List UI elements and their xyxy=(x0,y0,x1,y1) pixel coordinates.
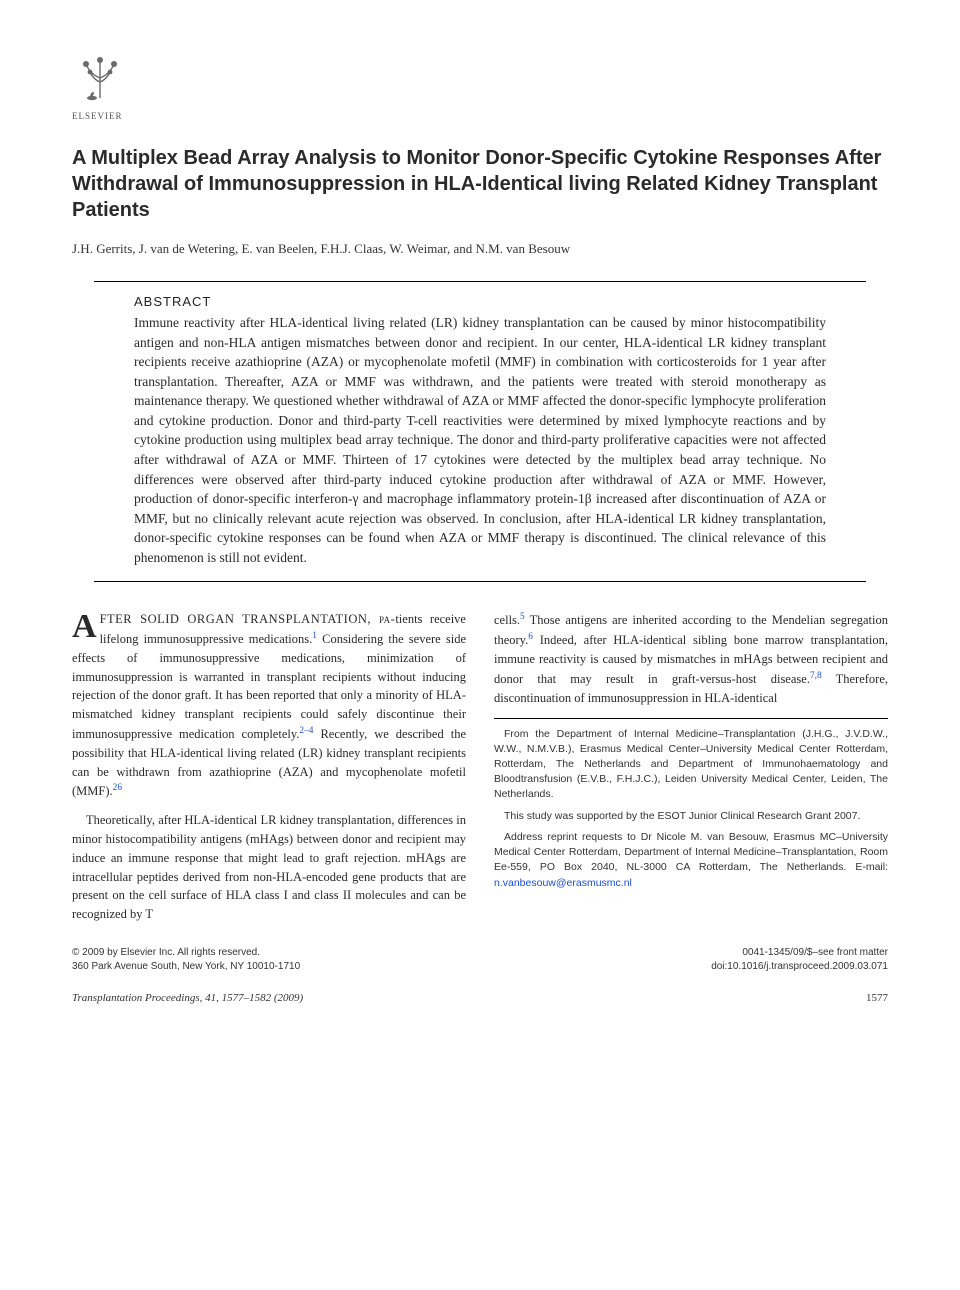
body-para-1: AFTER SOLID ORGAN TRANSPLANTATION, pa-ti… xyxy=(72,610,466,801)
copyright-line: © 2009 by Elsevier Inc. All rights reser… xyxy=(72,946,300,960)
reprint-address: Address reprint requests to Dr Nicole M.… xyxy=(494,830,888,891)
body-text: Considering the severe side effects of i… xyxy=(72,632,466,741)
body-text: cells. xyxy=(494,613,520,627)
ref-2-4[interactable]: 2–4 xyxy=(299,726,313,736)
contact-email-link[interactable]: n.vanbesouw@erasmusmc.nl xyxy=(494,877,632,889)
body-para-2: Theoretically, after HLA-identical LR ki… xyxy=(72,811,466,924)
affiliation-1: From the Department of Internal Medicine… xyxy=(494,727,888,803)
journal-citation: Transplantation Proceedings, 41, 1577–15… xyxy=(72,992,303,1004)
elsevier-tree-icon xyxy=(72,48,128,104)
column-right: cells.5 Those antigens are inherited acc… xyxy=(494,610,888,923)
column-left: AFTER SOLID ORGAN TRANSPLANTATION, pa-ti… xyxy=(72,610,466,923)
abstract-body: Immune reactivity after HLA-identical li… xyxy=(134,313,826,567)
publisher-logo-block: ELSEVIER xyxy=(72,48,888,121)
reprint-text: Address reprint requests to Dr Nicole M.… xyxy=(494,831,888,873)
body-para-3: cells.5 Those antigens are inherited acc… xyxy=(494,610,888,707)
article-title: A Multiplex Bead Array Analysis to Monit… xyxy=(72,145,888,223)
abstract-heading: ABSTRACT xyxy=(134,294,826,309)
page-number: 1577 xyxy=(866,992,888,1004)
dropcap: A xyxy=(72,610,100,642)
affiliations-block: From the Department of Internal Medicine… xyxy=(494,718,888,891)
footer-row: © 2009 by Elsevier Inc. All rights reser… xyxy=(72,946,888,974)
funding-note: This study was supported by the ESOT Jun… xyxy=(494,809,888,824)
footer-right: 0041-1345/09/$–see front matter doi:10.1… xyxy=(711,946,888,974)
lead-smallcaps: FTER SOLID ORGAN TRANSPLANTATION, pa- xyxy=(100,612,396,626)
issn-line: 0041-1345/09/$–see front matter xyxy=(711,946,888,960)
citation-row: Transplantation Proceedings, 41, 1577–15… xyxy=(72,992,888,1004)
doi-line: doi:10.1016/j.transproceed.2009.03.071 xyxy=(711,960,888,974)
publisher-address: 360 Park Avenue South, New York, NY 1001… xyxy=(72,960,300,974)
ref-26[interactable]: 26 xyxy=(113,783,122,793)
author-line: J.H. Gerrits, J. van de Wetering, E. van… xyxy=(72,241,888,257)
ref-7-8[interactable]: 7,8 xyxy=(810,671,822,681)
abstract-block: ABSTRACT Immune reactivity after HLA-ide… xyxy=(94,281,866,582)
body-columns: AFTER SOLID ORGAN TRANSPLANTATION, pa-ti… xyxy=(72,610,888,923)
publisher-name: ELSEVIER xyxy=(72,111,888,121)
footer-left: © 2009 by Elsevier Inc. All rights reser… xyxy=(72,946,300,974)
